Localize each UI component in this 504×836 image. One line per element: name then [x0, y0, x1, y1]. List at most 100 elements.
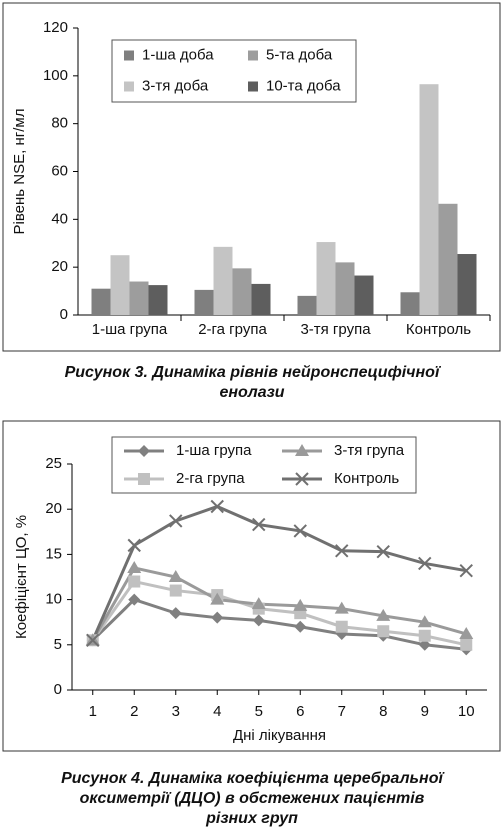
figure-caption: різних груп [205, 810, 298, 827]
marker [377, 625, 390, 638]
marker-stroke [169, 514, 183, 528]
legend-marker [138, 445, 150, 457]
marker-stroke [252, 517, 266, 532]
legend-label: 3-тя група [334, 442, 405, 459]
marker [418, 638, 431, 651]
x-tick-label: 7 [338, 703, 346, 720]
series-line [91, 566, 467, 642]
bar [194, 289, 214, 315]
figure-caption: енолази [219, 384, 284, 401]
bar [148, 285, 168, 315]
marker [294, 620, 307, 633]
marker-stroke [127, 538, 141, 553]
legend-label: Контроль [334, 470, 399, 487]
marker [418, 556, 432, 571]
marker [251, 597, 266, 610]
marker [168, 570, 183, 582]
y-tick-label: 20 [51, 258, 68, 275]
y-tick-label: 0 [54, 681, 62, 698]
legend-label: 5-та доба [266, 46, 333, 63]
marker [210, 592, 225, 605]
legend-swatch [124, 81, 134, 92]
legend-label: 2-га група [176, 470, 245, 487]
marker [334, 601, 349, 614]
marker-stroke [86, 633, 100, 647]
figure-caption: оксиметрії (ДЦО) в обстежених пацієнтів [80, 790, 425, 807]
marker-stroke [293, 524, 307, 538]
marker [252, 614, 265, 627]
marker [252, 517, 266, 532]
figure-caption: Рисунок 3. Динаміка рівнів нейронспецифі… [65, 364, 442, 381]
marker [86, 633, 100, 647]
y-tick-label: 20 [45, 500, 62, 517]
marker [293, 598, 308, 611]
x-tick-label: 4 [213, 703, 221, 720]
marker [335, 544, 349, 558]
y-tick-label: 100 [43, 67, 68, 84]
x-tick-label: 8 [379, 703, 387, 720]
chart-frame [2, 420, 501, 752]
x-tick-label: 3 [172, 703, 180, 720]
y-tick-label: 60 [51, 162, 68, 179]
legend-marker [295, 444, 309, 456]
marker [459, 626, 474, 639]
marker [127, 560, 142, 573]
y-tick-label: 25 [45, 455, 62, 472]
legend-swatch [124, 50, 134, 61]
series-line [91, 504, 467, 641]
bar [354, 275, 374, 315]
legend-swatch [248, 81, 258, 92]
legend-marker [295, 472, 309, 486]
legend-label: 10-та доба [266, 77, 341, 94]
series-line [91, 579, 467, 647]
marker [128, 593, 141, 606]
chart-frame [2, 2, 501, 352]
y-axis-label: Коефіцієнт ЦО, % [13, 515, 30, 639]
x-tick-label: 9 [421, 703, 429, 720]
marker-stroke [335, 544, 349, 558]
bar [251, 283, 271, 315]
legend-box [111, 436, 417, 494]
y-tick-label: 10 [45, 591, 62, 608]
marker-stroke [418, 556, 432, 571]
marker [169, 584, 182, 597]
legend-swatch [248, 50, 258, 61]
figure-caption: Рисунок 4. Динаміка коефіцієнта церебрал… [61, 770, 445, 787]
bar [213, 246, 233, 315]
y-tick-label: 40 [51, 210, 68, 227]
bar [232, 268, 252, 315]
y-tick-label: 0 [60, 306, 68, 323]
x-tick-label: 3-тя група [300, 321, 371, 338]
marker [211, 611, 224, 624]
marker-stroke [210, 499, 224, 514]
y-tick-label: 80 [51, 115, 68, 132]
bar [419, 84, 439, 316]
bar [438, 203, 458, 315]
marker [169, 514, 183, 528]
marker [293, 524, 307, 538]
legend-marker [138, 473, 150, 485]
marker [169, 607, 182, 620]
series-line [91, 597, 467, 651]
x-tick-label: 5 [255, 703, 263, 720]
marker [376, 544, 390, 559]
x-tick-label: 10 [458, 703, 475, 720]
legend-box [111, 39, 357, 103]
marker [376, 608, 391, 621]
marker [128, 575, 141, 588]
legend-label: 1-ша доба [142, 46, 214, 63]
marker-stroke [459, 563, 473, 578]
y-tick-label: 15 [45, 545, 62, 562]
x-tick-label: 6 [296, 703, 304, 720]
bar [110, 255, 130, 315]
bar [335, 262, 355, 315]
marker [459, 563, 473, 578]
bar [297, 295, 317, 315]
x-axis-label: Дні лікування [233, 727, 326, 744]
x-tick-label: 2-га група [198, 321, 267, 338]
bar [91, 288, 111, 315]
x-tick-label: Контроль [406, 321, 471, 338]
legend-label: 3-тя доба [142, 77, 209, 94]
y-tick-label: 5 [54, 636, 62, 653]
